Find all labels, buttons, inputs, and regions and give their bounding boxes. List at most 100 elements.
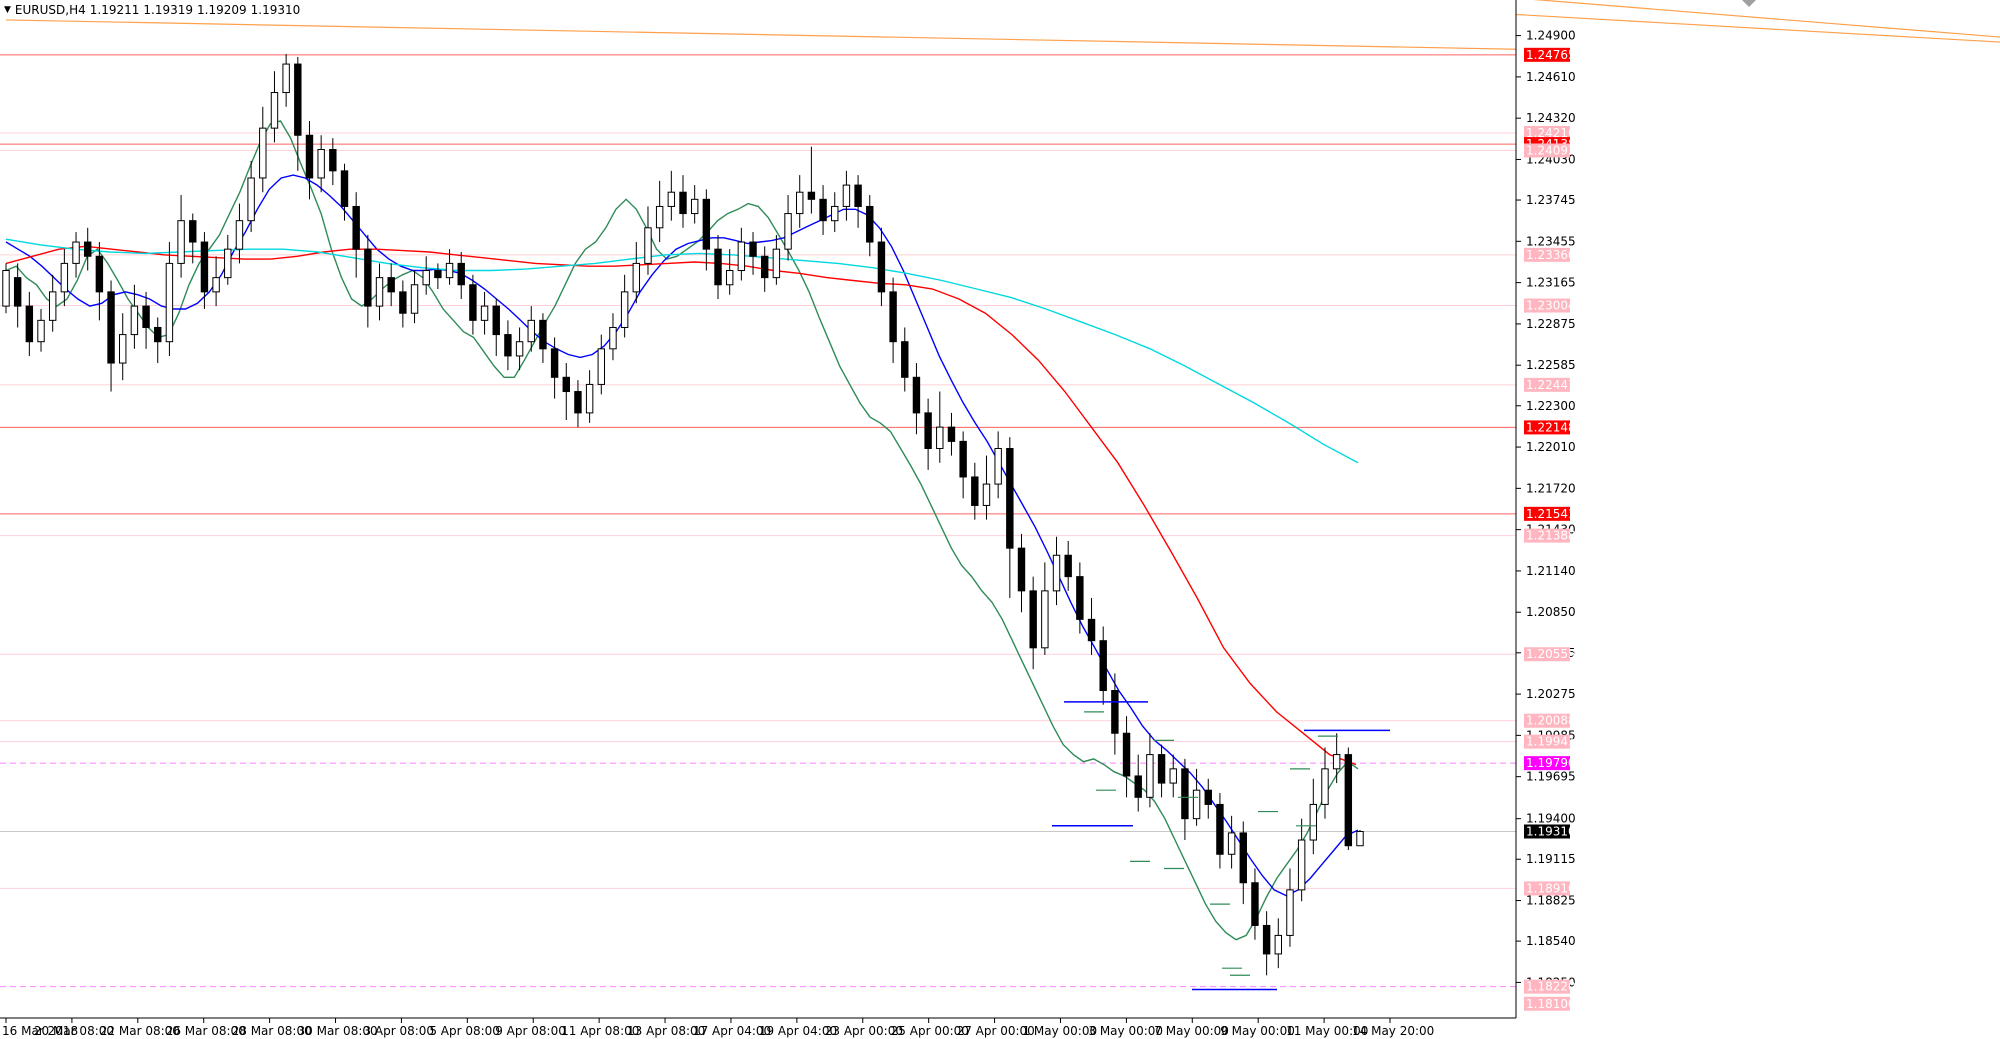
- candle-body: [796, 191, 804, 215]
- dropdown-triangle-icon[interactable]: ▼: [4, 5, 11, 15]
- price-tag: 1.20555: [1524, 647, 1576, 662]
- price-tag-label: 1.18220: [1526, 980, 1576, 994]
- candle: [434, 263, 442, 290]
- candle-body: [702, 198, 711, 250]
- candle-body: [1227, 832, 1236, 855]
- candle: [562, 363, 570, 421]
- price-tag: 1.24765: [1524, 47, 1576, 62]
- low-value: 1.19209: [197, 3, 247, 17]
- candle-body: [1344, 754, 1353, 847]
- trendline[interactable]: [1515, 13, 2000, 55]
- candle: [1181, 758, 1189, 841]
- price-tick-label: 1.24900: [1526, 29, 1576, 43]
- candle: [212, 256, 220, 307]
- price-tag-box: [1524, 979, 1570, 994]
- candle: [1286, 868, 1294, 947]
- time-tick-label: 26 Mar 08:00: [166, 1024, 246, 1038]
- candle-body: [597, 348, 606, 385]
- candle-body: [1146, 754, 1154, 798]
- candle: [469, 274, 477, 335]
- candle-body: [1134, 775, 1142, 798]
- candle: [796, 175, 804, 228]
- candle: [154, 317, 162, 364]
- candle-body: [1029, 590, 1037, 649]
- candle-body: [212, 277, 220, 293]
- candle-body: [760, 255, 769, 279]
- candle-body: [165, 262, 174, 343]
- candle: [1321, 747, 1329, 819]
- candle: [364, 234, 372, 328]
- candle: [597, 334, 606, 395]
- candle: [1157, 744, 1166, 798]
- trendline[interactable]: [5, 19, 1517, 50]
- candle: [37, 308, 45, 352]
- candle: [936, 391, 944, 463]
- price-tag-label: 1.20555: [1526, 647, 1576, 661]
- support-resistance-marks[interactable]: [1052, 701, 1390, 991]
- candle: [492, 298, 500, 356]
- time-tick-label: 1 May 00:00: [1022, 1024, 1097, 1038]
- candle-body: [422, 270, 430, 286]
- candle-body: [1099, 640, 1107, 692]
- candle: [702, 189, 711, 271]
- candle: [445, 249, 454, 285]
- candle-body: [95, 255, 104, 293]
- price-tag-box: [1524, 713, 1570, 728]
- price-tick-label: 1.18540: [1526, 934, 1576, 948]
- candle: [889, 277, 897, 364]
- candle-body: [620, 291, 629, 328]
- candle-body: [1076, 576, 1084, 620]
- candle-body: [819, 198, 827, 222]
- candle-body: [690, 198, 699, 215]
- candle-body: [854, 184, 862, 207]
- candle: [504, 320, 512, 371]
- candle-body: [177, 220, 185, 264]
- candle: [142, 291, 150, 349]
- price-tick-label: 1.19400: [1526, 812, 1576, 826]
- price-tick-label: 1.21140: [1526, 564, 1576, 578]
- candle-body: [1309, 803, 1318, 841]
- candle-body: [1216, 803, 1224, 855]
- candle-body: [959, 440, 967, 478]
- candle-body: [527, 319, 535, 343]
- price-tag-box: [1524, 881, 1570, 896]
- chart-shift-marker-icon[interactable]: [1742, 0, 1756, 7]
- trendlines[interactable]: [5, 0, 2000, 55]
- candle: [282, 54, 290, 107]
- price-tick-label: 1.23745: [1526, 193, 1576, 207]
- trendline[interactable]: [1516, 0, 2000, 54]
- candle: [1122, 716, 1131, 798]
- candle-body: [655, 205, 664, 229]
- candle-body: [270, 92, 279, 129]
- price-tick-label: 1.20275: [1526, 687, 1576, 701]
- candle-body: [1006, 447, 1014, 549]
- candle: [947, 412, 956, 456]
- price-tag-box: [1524, 506, 1570, 521]
- price-tag: 1.19790: [1524, 756, 1576, 771]
- price-tick-label: 1.21720: [1526, 481, 1576, 495]
- candle-body: [1087, 618, 1096, 642]
- price-tick-label: 1.18825: [1526, 894, 1576, 908]
- price-tag-label: 1.19941: [1526, 735, 1576, 749]
- price-tag-label: 1.23360: [1526, 248, 1576, 262]
- candle: [924, 398, 932, 470]
- candle-body: [387, 277, 395, 293]
- candle-body: [48, 291, 57, 321]
- candle: [1087, 597, 1096, 655]
- candle: [667, 170, 676, 221]
- time-tick-label: 9 May 00:00: [1220, 1024, 1295, 1038]
- candle-body: [831, 205, 839, 222]
- candle-body: [492, 305, 500, 336]
- time-tick-label: 22 Mar 08:00: [100, 1024, 180, 1038]
- candle: [982, 455, 991, 520]
- candle-body: [1274, 934, 1283, 955]
- candle: [200, 232, 209, 309]
- candle: [25, 291, 34, 356]
- candle-body: [1251, 882, 1259, 926]
- candle-body: [142, 305, 150, 328]
- price-tick-label: 1.24610: [1526, 70, 1576, 84]
